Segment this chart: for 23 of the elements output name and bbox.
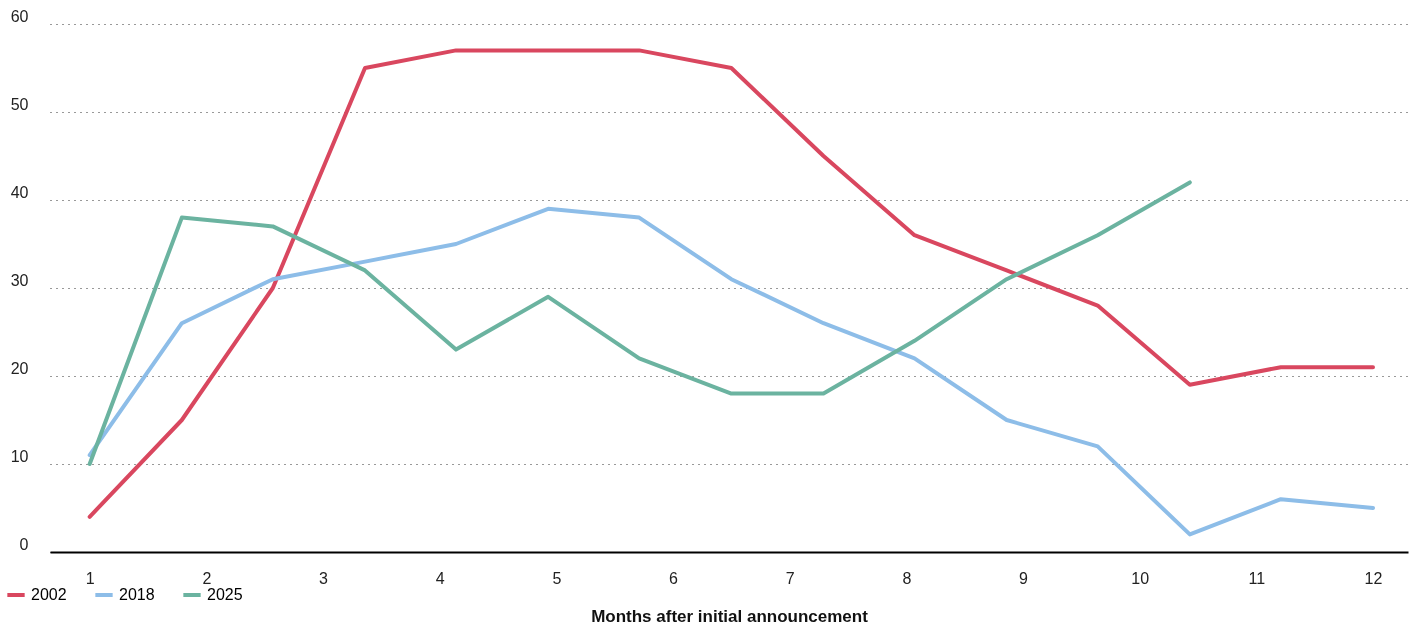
- y-tick-label: 30: [10, 271, 29, 289]
- y-tick-label: 10: [10, 447, 29, 465]
- x-tick-label: 2: [202, 569, 212, 587]
- y-tick-label: 60: [10, 7, 29, 25]
- x-tick-label: 6: [669, 569, 679, 587]
- x-tick-label: 9: [1019, 569, 1029, 587]
- x-tick-label: 4: [435, 569, 445, 587]
- x-tick-label: 8: [902, 569, 912, 587]
- legend-label: 2002: [31, 586, 67, 603]
- y-tick-label: 40: [10, 183, 29, 201]
- x-tick-label: 11: [1248, 569, 1266, 587]
- x-tick-label: 12: [1364, 569, 1383, 587]
- x-tick-label: 3: [319, 569, 329, 587]
- x-tick-label: 5: [552, 569, 562, 587]
- x-axis-title: Months after initial announcement: [591, 606, 869, 626]
- x-tick-label: 7: [785, 569, 795, 587]
- legend-label: 2025: [207, 586, 243, 603]
- x-tick-label: 10: [1131, 569, 1150, 587]
- y-tick-label: 0: [19, 535, 29, 553]
- x-tick-label: 1: [85, 569, 95, 587]
- legend-label: 2018: [119, 586, 155, 603]
- y-tick-label: 20: [10, 359, 29, 377]
- y-tick-label: 50: [10, 95, 29, 113]
